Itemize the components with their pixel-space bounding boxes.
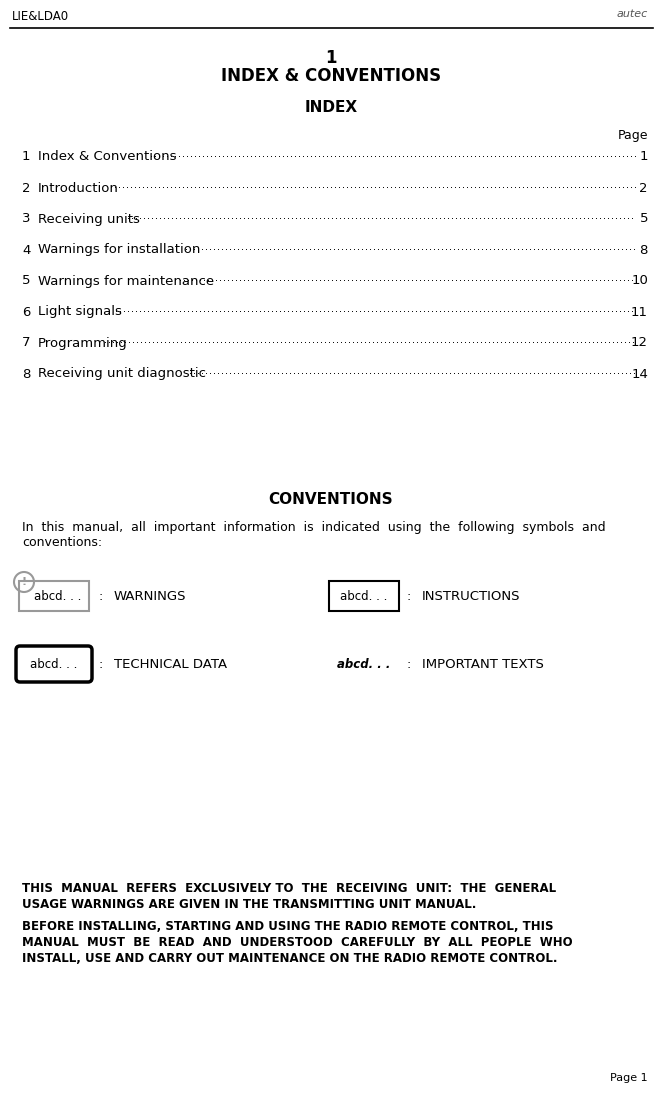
Text: Page 1: Page 1	[611, 1073, 648, 1083]
Text: 2: 2	[640, 182, 648, 195]
Text: 10: 10	[631, 275, 648, 288]
Text: 8: 8	[640, 243, 648, 256]
Text: 4: 4	[22, 243, 30, 256]
Text: abcd. . .: abcd. . .	[30, 657, 78, 670]
Text: 1: 1	[22, 150, 30, 163]
Text: :: :	[98, 657, 102, 670]
Text: WARNINGS: WARNINGS	[114, 589, 186, 602]
FancyBboxPatch shape	[329, 581, 399, 611]
Text: 1: 1	[640, 150, 648, 163]
Text: 1: 1	[326, 49, 337, 67]
Text: Receiving unit diagnostic: Receiving unit diagnostic	[38, 368, 206, 380]
Text: :: :	[406, 589, 410, 602]
Text: INSTRUCTIONS: INSTRUCTIONS	[422, 589, 520, 602]
Text: Light signals: Light signals	[38, 306, 122, 319]
Text: TECHNICAL DATA: TECHNICAL DATA	[114, 657, 227, 670]
Text: 7: 7	[22, 336, 30, 349]
Text: Receiving units: Receiving units	[38, 212, 140, 226]
Text: 5: 5	[22, 275, 30, 288]
Text: INDEX: INDEX	[304, 100, 357, 115]
Text: BEFORE INSTALLING, STARTING AND USING THE RADIO REMOTE CONTROL, THIS: BEFORE INSTALLING, STARTING AND USING TH…	[22, 921, 554, 934]
Text: Index & Conventions: Index & Conventions	[38, 150, 176, 163]
Text: !: !	[21, 577, 27, 587]
Text: abcd. . .: abcd. . .	[34, 589, 82, 602]
Text: Warnings for maintenance: Warnings for maintenance	[38, 275, 214, 288]
Text: :: :	[98, 589, 102, 602]
FancyBboxPatch shape	[19, 581, 89, 611]
Text: autec: autec	[617, 9, 648, 19]
Text: 14: 14	[631, 368, 648, 380]
Text: 6: 6	[22, 306, 30, 319]
Text: 12: 12	[631, 336, 648, 349]
Text: abcd. . .: abcd. . .	[340, 589, 388, 602]
Text: USAGE WARNINGS ARE GIVEN IN THE TRANSMITTING UNIT MANUAL.: USAGE WARNINGS ARE GIVEN IN THE TRANSMIT…	[22, 898, 477, 911]
Text: abcd. . .: abcd. . .	[337, 657, 391, 670]
Text: Introduction: Introduction	[38, 182, 119, 195]
Text: 8: 8	[22, 368, 30, 380]
Text: LIE&LDA0: LIE&LDA0	[12, 11, 69, 23]
Text: Page: Page	[617, 128, 648, 141]
Text: INDEX & CONVENTIONS: INDEX & CONVENTIONS	[221, 67, 441, 85]
Text: IMPORTANT TEXTS: IMPORTANT TEXTS	[422, 657, 544, 670]
Text: 5: 5	[640, 212, 648, 226]
Text: CONVENTIONS: CONVENTIONS	[269, 493, 393, 507]
Text: conventions:: conventions:	[22, 537, 102, 550]
Text: Programming: Programming	[38, 336, 128, 349]
Text: MANUAL  MUST  BE  READ  AND  UNDERSTOOD  CAREFULLY  BY  ALL  PEOPLE  WHO: MANUAL MUST BE READ AND UNDERSTOOD CAREF…	[22, 936, 573, 949]
Text: Warnings for installation: Warnings for installation	[38, 243, 200, 256]
Text: 11: 11	[631, 306, 648, 319]
Text: THIS  MANUAL  REFERS  EXCLUSIVELY TO  THE  RECEIVING  UNIT:  THE  GENERAL: THIS MANUAL REFERS EXCLUSIVELY TO THE RE…	[22, 881, 556, 895]
Text: :: :	[406, 657, 410, 670]
Text: 2: 2	[22, 182, 30, 195]
Text: In  this  manual,  all  important  information  is  indicated  using  the  follo: In this manual, all important informatio…	[22, 520, 605, 533]
FancyBboxPatch shape	[16, 646, 92, 682]
Text: INSTALL, USE AND CARRY OUT MAINTENANCE ON THE RADIO REMOTE CONTROL.: INSTALL, USE AND CARRY OUT MAINTENANCE O…	[22, 953, 558, 966]
Text: 3: 3	[22, 212, 30, 226]
